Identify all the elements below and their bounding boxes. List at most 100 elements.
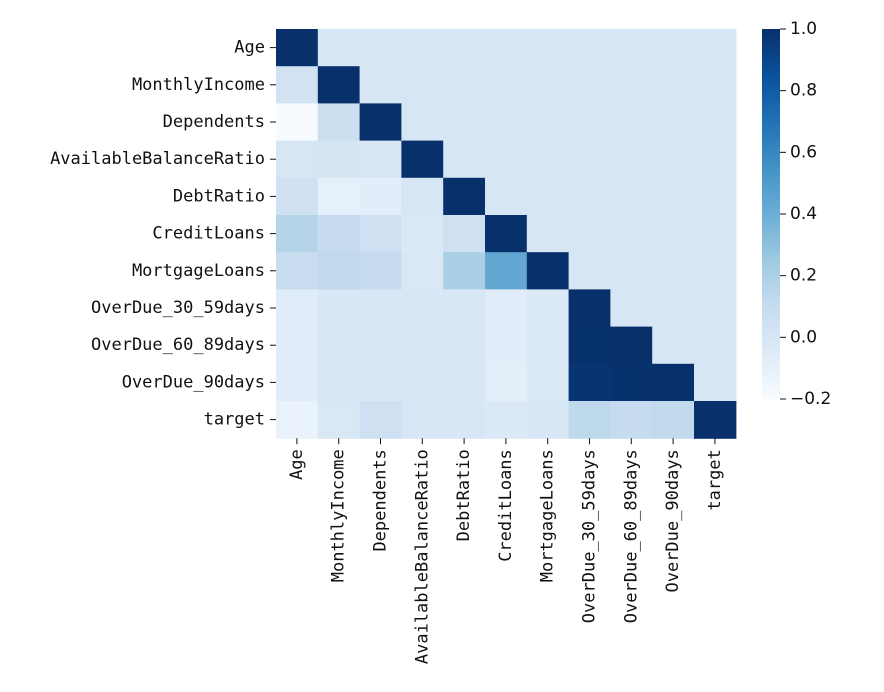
y-tick-label: MonthlyIncome xyxy=(132,75,265,95)
heatmap-cell-6-3 xyxy=(401,252,444,290)
heatmap-cell-8-2 xyxy=(359,326,402,365)
heatmap-cell-3-3 xyxy=(401,140,444,179)
y-tick-label: target xyxy=(204,410,265,430)
heatmap-cell-8-7 xyxy=(568,326,611,365)
colorbar-tick-label: 0.6 xyxy=(790,142,817,162)
heatmap-cell-5-2 xyxy=(359,215,402,253)
heatmap-cell-7-1 xyxy=(317,289,361,328)
heatmap-cell-8-4 xyxy=(443,326,486,365)
heatmap-cell-2-2 xyxy=(359,103,402,142)
heatmap-cell-10-8 xyxy=(610,401,653,439)
heatmap-cell-5-4 xyxy=(443,215,486,253)
heatmap-cell-4-6 xyxy=(526,177,570,216)
y-axis-labels: Age MonthlyIncome Dependents AvailableBalan… xyxy=(50,38,276,430)
heatmap-cell-3-6 xyxy=(526,140,570,179)
y-tick-label: OverDue_90days xyxy=(122,372,265,392)
heatmap-cell-3-1 xyxy=(317,140,361,179)
colorbar-tick-label: 1.0 xyxy=(790,19,817,39)
heatmap-cell-6-7 xyxy=(568,252,611,290)
x-tick-label: OverDue_60_89days xyxy=(621,449,641,623)
heatmap-cell-6-9 xyxy=(652,252,695,290)
heatmap-cell-6-10 xyxy=(694,252,737,290)
heatmap-cell-0-3 xyxy=(401,29,444,67)
y-tick-label: DebtRatio xyxy=(173,186,265,206)
heatmap-cell-8-3 xyxy=(401,326,444,365)
heatmap-cell-10-6 xyxy=(526,401,570,439)
colorbar-gradient xyxy=(762,29,780,399)
heatmap-cell-4-8 xyxy=(610,177,653,216)
heatmap-cell-4-3 xyxy=(401,177,444,216)
heatmap-cell-7-5 xyxy=(485,289,528,328)
heatmap-cell-0-2 xyxy=(359,29,402,67)
heatmap-cell-2-5 xyxy=(485,103,528,142)
x-tick-label: OverDue_90days xyxy=(663,449,683,592)
heatmap-cell-0-10 xyxy=(694,29,737,67)
heatmap-cell-2-3 xyxy=(401,103,444,142)
heatmap-cell-9-1 xyxy=(317,363,361,402)
colorbar-tick-label: 0.0 xyxy=(790,327,817,347)
heatmap-cell-10-10 xyxy=(694,401,737,439)
heatmap-cell-2-1 xyxy=(317,103,361,142)
heatmap-cell-8-1 xyxy=(317,326,361,365)
heatmap-cell-5-0 xyxy=(276,215,319,253)
heatmap-cell-7-0 xyxy=(276,289,319,328)
heatmap-cell-3-5 xyxy=(485,140,528,179)
heatmap-cell-6-6 xyxy=(526,252,570,290)
heatmap-cell-1-9 xyxy=(652,66,695,104)
heatmap-cell-6-5 xyxy=(485,252,528,290)
heatmap-cell-10-4 xyxy=(443,401,486,439)
heatmap-cell-2-6 xyxy=(526,103,570,142)
heatmap-cell-2-7 xyxy=(568,103,611,142)
y-tick-label: MortgageLoans xyxy=(132,261,265,281)
heatmap-cell-8-8 xyxy=(610,326,653,365)
heatmap-cell-4-0 xyxy=(276,177,319,216)
heatmap-cell-9-5 xyxy=(485,363,528,402)
heatmap-cell-8-9 xyxy=(652,326,695,365)
x-tick-label: AvailableBalanceRatio xyxy=(412,449,432,664)
heatmap-cell-3-4 xyxy=(443,140,486,179)
heatmap-cell-3-8 xyxy=(610,140,653,179)
heatmap-cell-9-6 xyxy=(526,363,570,402)
heatmap-cell-0-8 xyxy=(610,29,653,67)
heatmap-cell-9-0 xyxy=(276,363,319,402)
colorbar-tick-label: 0.4 xyxy=(790,204,817,224)
heatmap-cell-8-5 xyxy=(485,326,528,365)
x-axis-labels: Age MonthlyIncome Dependents AvailableBalan… xyxy=(287,438,725,664)
heatmap-cell-10-5 xyxy=(485,401,528,439)
heatmap-cell-3-2 xyxy=(359,140,402,179)
heatmap-cell-3-0 xyxy=(276,140,319,179)
heatmap-cell-7-6 xyxy=(526,289,570,328)
heatmap-cell-0-9 xyxy=(652,29,695,67)
heatmap-cell-1-2 xyxy=(359,66,402,104)
heatmap-cell-10-9 xyxy=(652,401,695,439)
heatmap-cell-4-10 xyxy=(694,177,737,216)
heatmap-cell-9-2 xyxy=(359,363,402,402)
heatmap-cell-3-10 xyxy=(694,140,737,179)
heatmap-cell-0-1 xyxy=(317,29,361,67)
heatmap-cell-10-3 xyxy=(401,401,444,439)
heatmap-cell-0-5 xyxy=(485,29,528,67)
colorbar-tick-label: 0.2 xyxy=(790,266,817,286)
heatmap-cell-2-4 xyxy=(443,103,486,142)
heatmap-cell-6-1 xyxy=(317,252,361,290)
heatmap-cells xyxy=(276,29,737,439)
heatmap-cell-1-1 xyxy=(317,66,361,104)
heatmap-cell-6-2 xyxy=(359,252,402,290)
heatmap-cell-1-4 xyxy=(443,66,486,104)
x-tick-label: Age xyxy=(287,449,307,480)
heatmap-cell-7-7 xyxy=(568,289,611,328)
heatmap-cell-1-10 xyxy=(694,66,737,104)
heatmap-cell-5-3 xyxy=(401,215,444,253)
colorbar: 1.0 0.8 0.6 0.4 0.2 0.0 −0.2 xyxy=(762,19,831,409)
x-tick-label: MonthlyIncome xyxy=(329,449,349,582)
y-tick-label: CreditLoans xyxy=(152,224,265,244)
heatmap-cell-9-9 xyxy=(652,363,695,402)
heatmap-cell-10-0 xyxy=(276,401,319,439)
heatmap-cell-4-1 xyxy=(317,177,361,216)
heatmap-cell-9-3 xyxy=(401,363,444,402)
heatmap-cell-4-2 xyxy=(359,177,402,216)
heatmap-cell-4-9 xyxy=(652,177,695,216)
heatmap-cell-6-0 xyxy=(276,252,319,290)
heatmap-cell-7-9 xyxy=(652,289,695,328)
